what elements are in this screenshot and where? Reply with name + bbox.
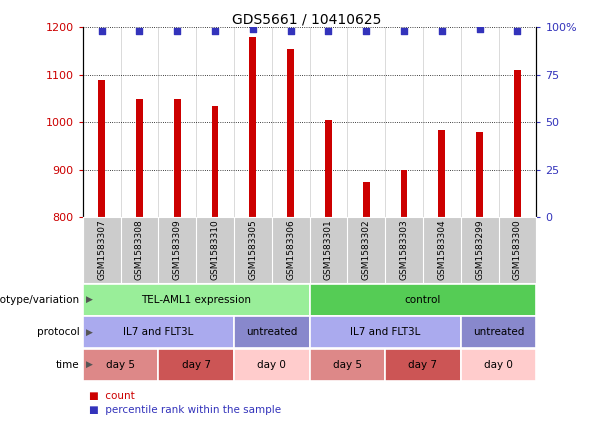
Text: GSM1583308: GSM1583308 xyxy=(135,220,144,280)
Point xyxy=(210,28,220,35)
Text: GSM1583310: GSM1583310 xyxy=(210,220,219,280)
Text: day 0: day 0 xyxy=(257,360,286,370)
Text: control: control xyxy=(405,295,441,305)
Text: day 5: day 5 xyxy=(106,360,135,370)
Point xyxy=(475,26,485,33)
Bar xyxy=(401,170,408,217)
Point xyxy=(512,28,522,35)
Bar xyxy=(136,99,143,217)
Text: GSM1583301: GSM1583301 xyxy=(324,220,333,280)
Point xyxy=(97,28,107,35)
Text: GSM1583302: GSM1583302 xyxy=(362,220,371,280)
Text: ▶: ▶ xyxy=(86,328,93,337)
Point xyxy=(172,28,182,35)
Bar xyxy=(438,129,445,217)
Text: untreated: untreated xyxy=(246,327,297,337)
Text: genotype/variation: genotype/variation xyxy=(0,295,80,305)
Text: IL7 and FLT3L: IL7 and FLT3L xyxy=(350,327,421,337)
Text: TEL-AML1 expression: TEL-AML1 expression xyxy=(141,295,251,305)
Text: GSM1583299: GSM1583299 xyxy=(475,220,484,280)
Point xyxy=(399,28,409,35)
Text: GSM1583303: GSM1583303 xyxy=(400,220,409,280)
Text: GSM1583309: GSM1583309 xyxy=(173,220,182,280)
Text: IL7 and FLT3L: IL7 and FLT3L xyxy=(123,327,194,337)
Text: GSM1583305: GSM1583305 xyxy=(248,220,257,280)
Text: GSM1583306: GSM1583306 xyxy=(286,220,295,280)
Point xyxy=(324,28,333,35)
Point xyxy=(361,28,371,35)
Point xyxy=(134,28,145,35)
Bar xyxy=(325,120,332,217)
Text: untreated: untreated xyxy=(473,327,524,337)
Text: GDS5661 / 10410625: GDS5661 / 10410625 xyxy=(232,13,381,27)
Text: protocol: protocol xyxy=(37,327,80,337)
Bar xyxy=(287,49,294,217)
Text: day 0: day 0 xyxy=(484,360,513,370)
Bar xyxy=(476,132,483,217)
Bar xyxy=(363,182,370,217)
Bar xyxy=(211,106,218,217)
Point xyxy=(437,28,447,35)
Bar xyxy=(174,99,181,217)
Text: day 5: day 5 xyxy=(333,360,362,370)
Text: ■  percentile rank within the sample: ■ percentile rank within the sample xyxy=(89,405,281,415)
Text: ▶: ▶ xyxy=(86,360,93,369)
Text: day 7: day 7 xyxy=(408,360,438,370)
Point xyxy=(286,28,295,35)
Bar xyxy=(514,70,521,217)
Text: GSM1583307: GSM1583307 xyxy=(97,220,106,280)
Text: ▶: ▶ xyxy=(86,295,93,304)
Text: time: time xyxy=(56,360,80,370)
Text: ■  count: ■ count xyxy=(89,390,135,401)
Text: day 7: day 7 xyxy=(181,360,211,370)
Text: GSM1583304: GSM1583304 xyxy=(437,220,446,280)
Point xyxy=(248,26,257,33)
Bar xyxy=(98,80,105,217)
Bar xyxy=(249,37,256,217)
Text: GSM1583300: GSM1583300 xyxy=(513,220,522,280)
